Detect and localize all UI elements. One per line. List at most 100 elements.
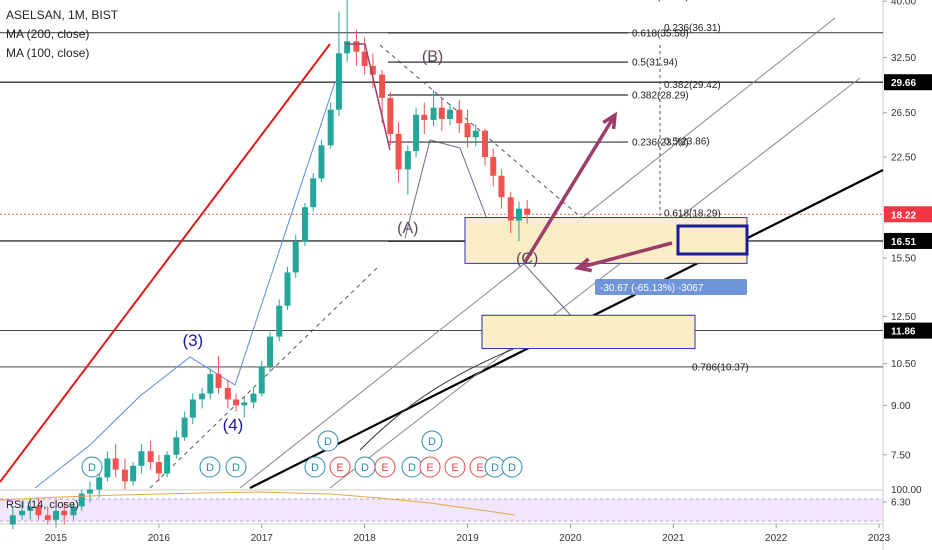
fib-right-label: 0.236(36.31) xyxy=(664,23,721,34)
candle-body xyxy=(292,241,299,273)
x-tick-label: 2016 xyxy=(148,533,171,544)
measure-badge xyxy=(595,279,747,295)
lower-target-box xyxy=(481,314,696,350)
fib-left-label: 0.786(40.77) xyxy=(632,0,689,3)
earnings-event-marker[interactable]: E xyxy=(374,456,396,478)
event-letter: D xyxy=(206,462,214,474)
y-tick-label: 10.50 xyxy=(891,359,916,370)
symbol-title[interactable]: ASELSAN, 1M, BIST xyxy=(6,8,119,22)
fib-left-label: 0.618(35.58) xyxy=(632,28,689,39)
candle-body xyxy=(233,399,240,406)
price-badge-label: 29.66 xyxy=(891,78,916,89)
price-badge[interactable]: 16.51 xyxy=(884,232,932,249)
earnings-event-marker[interactable]: E xyxy=(329,456,351,478)
wave-label-abc: (B) xyxy=(422,49,443,66)
dividend-event-marker[interactable]: D xyxy=(81,456,103,478)
candle-body xyxy=(215,374,222,388)
candle-body xyxy=(121,469,128,482)
fib-right-label: 0.382(29.42) xyxy=(664,80,721,91)
dividend-event-marker[interactable]: D xyxy=(225,456,247,478)
dividend-event-marker[interactable]: D xyxy=(304,456,326,478)
event-circle xyxy=(81,456,103,478)
dividend-event-marker[interactable]: D xyxy=(199,456,221,478)
dashed-trend-line xyxy=(149,264,381,489)
candle-body xyxy=(472,130,479,138)
wave-label-blue: (4) xyxy=(223,416,244,435)
candle-body xyxy=(96,477,103,490)
x-tick-label: 2018 xyxy=(354,533,377,544)
price-badge[interactable]: 18.22 xyxy=(884,206,932,223)
wave-label-blue: (3) xyxy=(182,331,203,350)
event-letter: E xyxy=(426,462,433,474)
candle-body xyxy=(310,178,317,208)
price-badge[interactable]: 11.86 xyxy=(884,322,932,339)
candle-body xyxy=(266,336,273,367)
price-badge-label: 11.86 xyxy=(891,327,916,338)
candle-body xyxy=(447,109,454,119)
candle-body xyxy=(515,208,522,221)
event-letter: E xyxy=(336,462,343,474)
candle-body xyxy=(147,451,154,463)
candle-body xyxy=(361,51,368,66)
fib-right-label: 0.5(23.86) xyxy=(664,137,710,148)
candle-body xyxy=(318,145,325,179)
x-tick-label: 2017 xyxy=(251,533,274,544)
dividend-event-marker-upper xyxy=(421,430,443,452)
candle-body xyxy=(173,437,180,455)
purple-arrow-up-head xyxy=(602,111,618,130)
rsi-band xyxy=(0,499,883,521)
y-tick-label: 12.50 xyxy=(891,312,916,323)
purple-arrow-left-head xyxy=(574,257,593,273)
price-badge[interactable]: 29.66 xyxy=(884,74,932,91)
dividend-event-marker[interactable]: D xyxy=(354,456,376,478)
y-tick-label: 40.00 xyxy=(891,0,916,8)
target-zone-box xyxy=(464,217,748,264)
price-badge-bg xyxy=(884,206,932,223)
candle-body xyxy=(112,458,119,470)
arrow-decline-line xyxy=(345,43,391,151)
dividend-event-marker[interactable]: D xyxy=(501,456,523,478)
red-trend-line xyxy=(0,43,331,483)
candle-body xyxy=(189,399,196,418)
candle-body xyxy=(344,41,351,54)
candle-body xyxy=(301,207,308,242)
event-circle xyxy=(199,456,221,478)
fib-left-label: 0.382(28.29) xyxy=(632,91,689,102)
price-badge-label: 16.51 xyxy=(891,237,916,248)
price-badge-bg xyxy=(884,232,932,249)
candle-body xyxy=(199,393,206,400)
earnings-event-marker[interactable]: E xyxy=(419,456,441,478)
candle-body xyxy=(482,130,489,158)
indicator-ma200[interactable]: MA (200, close) xyxy=(6,27,90,41)
event-letter: D xyxy=(232,462,240,474)
candle-body xyxy=(9,515,16,525)
highlight-fib-box xyxy=(676,224,749,256)
rsi-legend[interactable]: RSI (14, close) xyxy=(6,499,79,511)
candle-body xyxy=(138,451,145,466)
event-circle xyxy=(329,456,351,478)
price-badge-bg xyxy=(884,74,932,91)
indicator-ma100[interactable]: MA (100, close) xyxy=(6,46,90,60)
candle-body xyxy=(61,510,68,516)
event-circle xyxy=(374,456,396,478)
rsi-line xyxy=(0,491,516,516)
event-letter: D xyxy=(311,462,319,474)
candle-body xyxy=(104,458,111,478)
candle-body xyxy=(438,107,445,119)
candle-body xyxy=(258,366,265,394)
candle-body xyxy=(35,506,42,516)
event-letter: E xyxy=(381,462,388,474)
event-circle xyxy=(304,456,326,478)
earnings-event-marker[interactable]: E xyxy=(444,456,466,478)
fib-left-label: 0.5(31.94) xyxy=(632,58,678,69)
y-tick-label: 32.50 xyxy=(891,53,916,64)
event-letter: E xyxy=(451,462,458,474)
x-tick-label: 2015 xyxy=(45,533,68,544)
candle-body xyxy=(284,272,291,306)
measure-label: -30.67 (-65.13%) -3067 xyxy=(600,283,704,294)
wave-label-abc: (A) xyxy=(397,220,418,237)
dividend-event-marker[interactable]: D xyxy=(401,456,423,478)
candle-body xyxy=(430,107,437,120)
event-letter: D xyxy=(361,462,369,474)
